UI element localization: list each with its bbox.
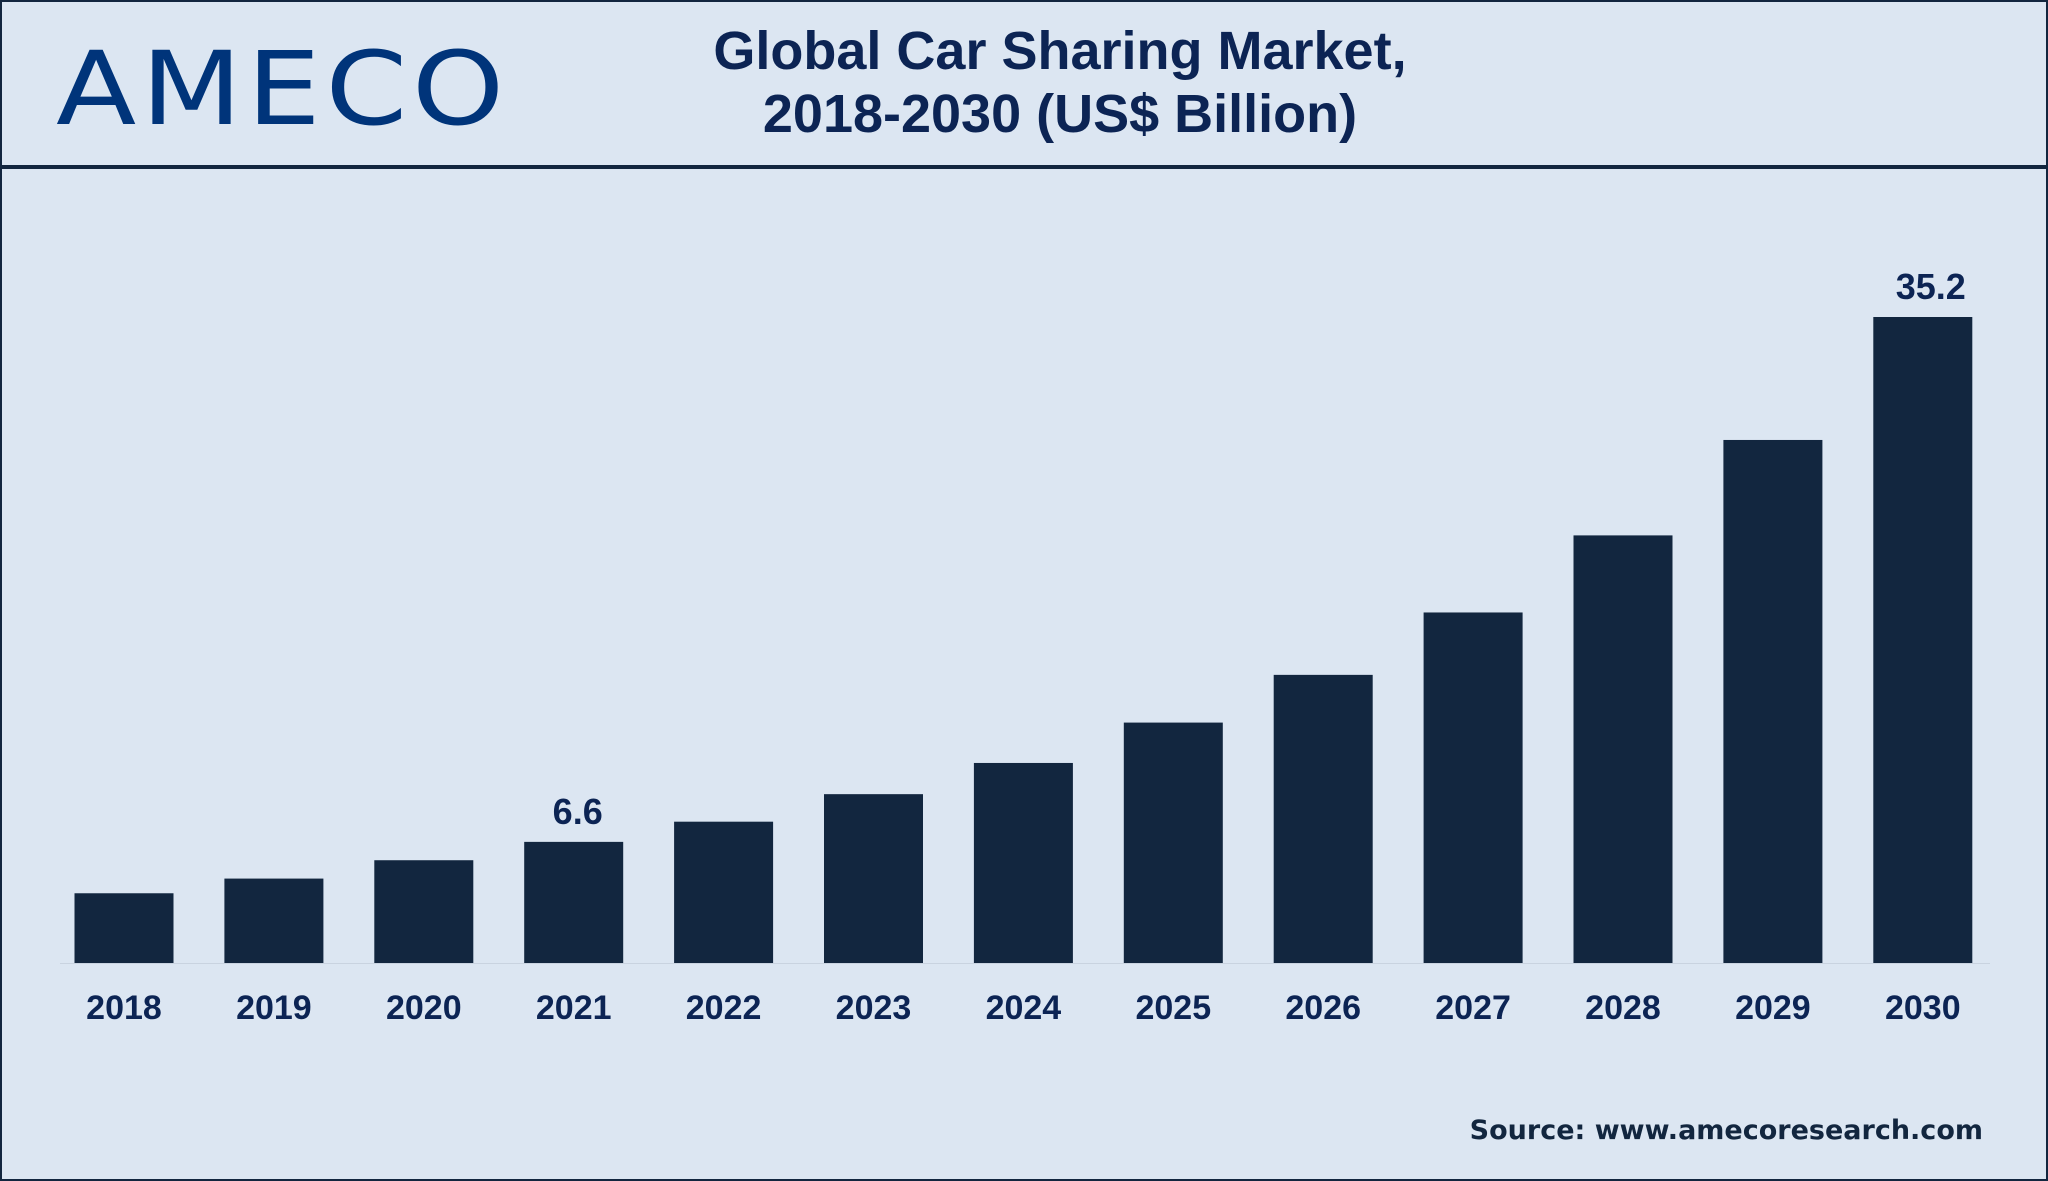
x-tick-label: 2025 xyxy=(1135,989,1211,1027)
x-tick-label: 2020 xyxy=(386,989,462,1027)
bar-2019 xyxy=(224,878,324,963)
bar-2018 xyxy=(74,893,174,963)
x-tick-label: 2018 xyxy=(86,989,162,1027)
bar-2025 xyxy=(1123,722,1223,963)
x-tick-label: 2026 xyxy=(1285,989,1361,1027)
data-label-2030: 35.2 xyxy=(1896,266,1966,307)
bar-2027 xyxy=(1423,612,1523,963)
x-tick-label: 2023 xyxy=(836,989,912,1027)
bar-2020 xyxy=(374,860,474,963)
x-tick-label: 2030 xyxy=(1885,989,1961,1027)
x-tick-label: 2022 xyxy=(686,989,762,1027)
ameco-logo: AMECO xyxy=(56,30,509,149)
bar-2024 xyxy=(973,762,1073,963)
x-tick-label: 2027 xyxy=(1435,989,1511,1027)
bar-2030 xyxy=(1873,317,1973,963)
x-tick-label: 2029 xyxy=(1735,989,1811,1027)
x-tick-label: 2024 xyxy=(986,989,1062,1027)
chart-title: Global Car Sharing Market, 2018-2030 (US… xyxy=(560,20,1560,146)
x-tick-label: 2021 xyxy=(536,989,612,1027)
bar-2021 xyxy=(524,841,624,963)
title-line-1: Global Car Sharing Market, xyxy=(713,21,1407,81)
bar-2028 xyxy=(1573,535,1673,963)
title-line-2: 2018-2030 (US$ Billion) xyxy=(762,84,1358,144)
x-tick-label: 2019 xyxy=(236,989,312,1027)
bar-2026 xyxy=(1273,674,1373,963)
header-divider xyxy=(0,165,2048,169)
source-note: Source: www.amecoresearch.com xyxy=(1469,1115,1983,1146)
x-tick-label: 2028 xyxy=(1585,989,1661,1027)
bar-2023 xyxy=(824,794,923,963)
bar-2029 xyxy=(1723,439,1823,964)
bar-2022 xyxy=(674,821,774,963)
data-label-2021: 6.6 xyxy=(553,791,603,832)
